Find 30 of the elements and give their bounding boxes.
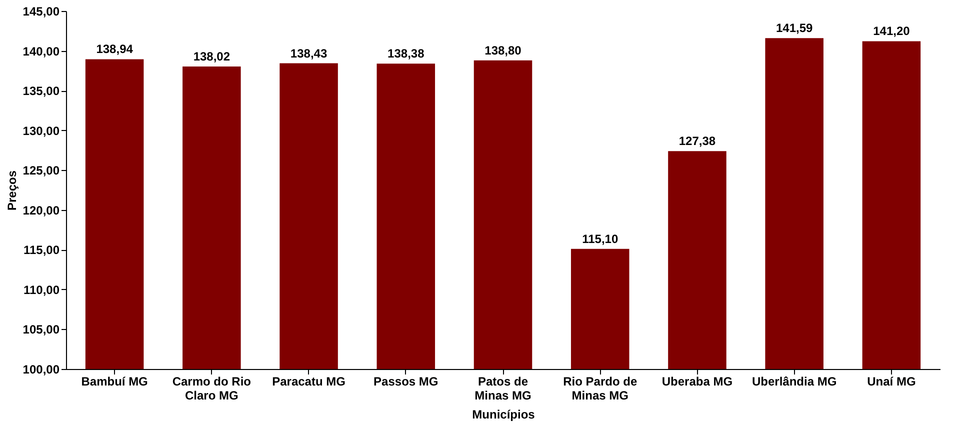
x-tick-label: Patos de Minas MG — [474, 374, 532, 402]
x-tick-label: Rio Pardo de Minas MG — [563, 374, 638, 402]
y-tick-label: 100,00 — [22, 362, 60, 376]
y-tick-label: 115,00 — [23, 243, 60, 258]
data-label: 138,38 — [388, 46, 425, 61]
y-tick-label: 140,00 — [22, 44, 60, 58]
y-tick-label: 135,00 — [22, 84, 60, 98]
data-label: 141,59 — [776, 21, 814, 36]
x-tick-label: Uberaba MG — [662, 374, 733, 388]
x-tick-label: Carmo do Rio Claro MG — [172, 374, 252, 402]
data-label: 115,10 — [582, 232, 618, 246]
x-tick-label: Paracatu MG — [272, 374, 346, 388]
data-label: 138,80 — [484, 43, 522, 58]
y-tick-label: 130,00 — [22, 124, 60, 138]
data-label: 138,02 — [193, 50, 230, 64]
y-tick-label: 145,00 — [22, 4, 60, 18]
y-tick-label: 125,00 — [22, 164, 60, 178]
x-tick-label: Bambuí MG — [81, 374, 148, 388]
x-tick-label: Unaí MG — [867, 374, 916, 388]
x-tick-label: Passos MG — [374, 374, 438, 388]
data-label: 138,94 — [96, 42, 134, 56]
data-label: 141,20 — [873, 24, 910, 38]
y-tick-label: 105,00 — [22, 322, 60, 337]
x-tick-label: Uberlândia MG — [752, 374, 837, 388]
x-axis-title: Municípios — [472, 408, 536, 422]
data-label: 127,38 — [678, 134, 716, 148]
y-tick-label: 110,00 — [23, 282, 60, 297]
data-label: 138,43 — [290, 46, 328, 60]
y-axis-title: Preços — [4, 170, 19, 211]
y-tick-label: 120,00 — [22, 203, 60, 218]
